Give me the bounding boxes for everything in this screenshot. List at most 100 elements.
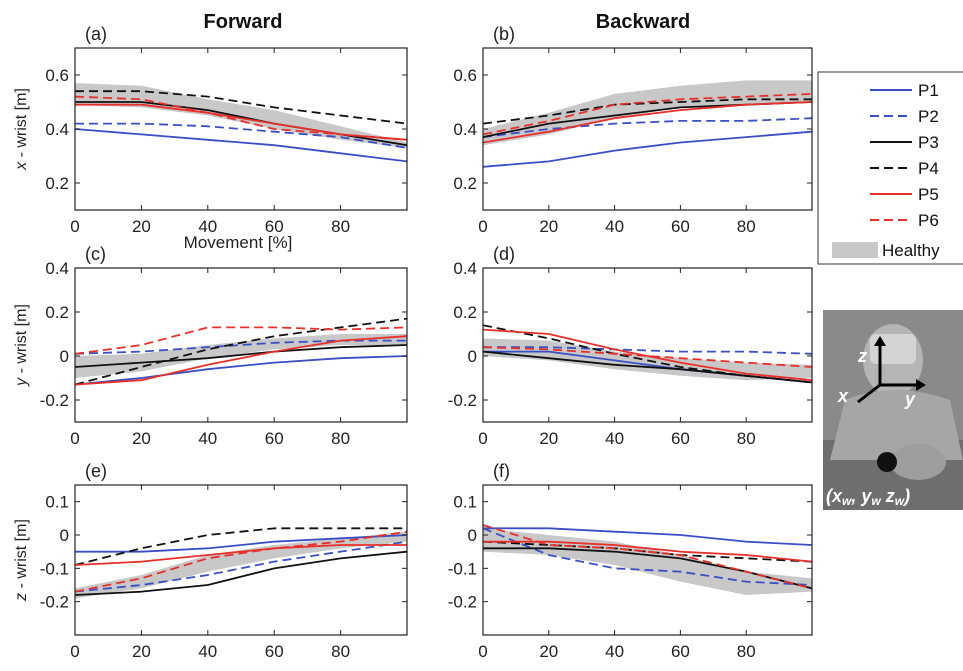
x-tick-label-c: 80 [331, 429, 350, 448]
axes-frame-a [74, 47, 408, 211]
axes-frame-d [482, 267, 813, 423]
panel-d: -0.200.20.40 20 40 60 80(d) [448, 244, 813, 448]
y-tick-label-e: -0.1 [40, 559, 69, 578]
legend: P1 P2 P3 P4 P5 P6 Healthy [817, 71, 963, 265]
series-line-p5-d [483, 328, 812, 382]
series-line-p5-c [75, 335, 407, 386]
series-line-p2-f [483, 527, 812, 586]
y-tick-label-c: 0 [60, 347, 69, 366]
healthy-band-e [75, 531, 407, 599]
x-tick-label-d: 40 [605, 429, 624, 448]
series-line-p3-c [75, 344, 407, 368]
series-line-p1-a [75, 128, 407, 163]
y-tick-label-e: 0 [60, 526, 69, 545]
y-tick-label-f: 0 [468, 526, 477, 545]
series-line-p4-d [483, 324, 812, 384]
x-tick-label-a: 0 [70, 217, 79, 236]
x-tick-label-f: 80 [737, 642, 756, 661]
series-line-p4-f [483, 540, 812, 563]
series-line-p5-e [75, 544, 407, 566]
healthy-band-a [75, 83, 407, 148]
x-tick-label-e: 60 [265, 642, 284, 661]
x-tick-label-e: 20 [132, 642, 151, 661]
x-tick-label-c: 60 [265, 429, 284, 448]
series-line-p1-c [75, 355, 407, 386]
photo-x-axis-arrow [857, 383, 881, 404]
y-tick-label-b: 0.2 [453, 174, 477, 193]
subject-photo: z x y (xw, yw zw) [823, 310, 963, 510]
panel-label-b: (b) [493, 24, 515, 44]
y-tick-label-b: 0.4 [453, 120, 477, 139]
series-line-p6-e [75, 530, 407, 593]
photo-face-mask [870, 334, 916, 364]
series-line-p6-d [483, 346, 812, 368]
y-tick-label-c: -0.2 [40, 391, 69, 410]
panel-b: 0.2 0.4 0.6 0 20 40 60 80 (b) [453, 24, 813, 236]
series-line-p5-b [483, 101, 812, 144]
x-tick-label-d: 0 [478, 429, 487, 448]
x-tick-label-f: 40 [605, 642, 624, 661]
y-tick-label-b: 0.6 [453, 66, 477, 85]
series-line-p2-b [483, 117, 812, 138]
x-tick-label-a: 40 [198, 217, 217, 236]
backward-column-title: Backward [596, 11, 691, 33]
photo-torso [830, 390, 963, 460]
series-line-p1-f [483, 527, 812, 546]
y-tick-label-d: 0.4 [453, 259, 477, 278]
legend-label-p5: P5 [918, 185, 939, 204]
y-tick-label-d: -0.2 [448, 391, 477, 410]
panel-c: -0.200.20.40 20 40 60 80(c)y - wrist [m] [13, 244, 408, 448]
x-axis-label: Movement [%] [184, 233, 293, 252]
series-line-p3-f [483, 547, 812, 590]
axes-frame-f [482, 484, 813, 636]
x-tick-label-e: 0 [70, 642, 79, 661]
y-axis-label-c: y - wrist [m] [13, 304, 30, 387]
x-tick-label-d: 80 [737, 429, 756, 448]
x-tick-label-d: 20 [539, 429, 558, 448]
series-line-p3-d [483, 350, 812, 384]
x-tick-label-b: 40 [605, 217, 624, 236]
series-line-p4-c [75, 317, 407, 386]
series-line-p4-e [75, 527, 407, 566]
panel-label-f: (f) [493, 461, 510, 481]
x-tick-label-f: 20 [539, 642, 558, 661]
photo-caption: (xw, yw zw) [826, 486, 910, 508]
series-line-p6-c [75, 326, 407, 355]
x-tick-label-d: 60 [671, 429, 690, 448]
series-line-p3-e [75, 550, 407, 596]
x-tick-label-a: 20 [132, 217, 151, 236]
y-tick-label-e: 0.1 [45, 493, 69, 512]
photo-x-label: x [837, 386, 849, 406]
legend-healthy-label: Healthy [882, 241, 940, 260]
healthy-band-d [483, 338, 812, 381]
panel-a: 0.2 0.4 0.6 0 20 40 60 80 (a) x - wrist [m] [13, 24, 408, 236]
x-tick-label-e: 80 [331, 642, 350, 661]
panel-e: -0.2 -0.1 0 0.1 0 20 40 60 80 (e) z - wrist [m] [13, 461, 408, 661]
panel-label-d: (d) [493, 244, 515, 264]
axes-frame-c [74, 267, 408, 423]
y-tick-label-a: 0.6 [45, 66, 69, 85]
legend-label-p2: P2 [918, 107, 939, 126]
photo-y-arrowhead [916, 379, 926, 391]
x-tick-label-f: 60 [671, 642, 690, 661]
x-tick-label-a: 60 [265, 217, 284, 236]
series-line-p6-a [75, 95, 407, 141]
y-tick-label-e: -0.2 [40, 593, 69, 612]
forward-column-title: Forward [204, 11, 283, 33]
healthy-band-c [75, 334, 407, 378]
legend-label-p1: P1 [918, 81, 939, 100]
y-tick-label-f: -0.2 [448, 593, 477, 612]
series-line-p2-d [483, 346, 812, 355]
panels-group: 0.2 0.4 0.6 0 20 40 60 80 (a) x - wrist [m] 0.2 0.4… [13, 24, 813, 661]
y-tick-label-f: -0.1 [448, 559, 477, 578]
x-tick-label-a: 80 [331, 217, 350, 236]
x-tick-label-b: 20 [539, 217, 558, 236]
legend-healthy-swatch [832, 242, 878, 258]
y-axis-label-a: x - wrist [m] [13, 88, 30, 171]
photo-z-arrowhead [874, 336, 886, 346]
y-axis-label-e: z - wrist [m] [13, 519, 30, 602]
x-tick-label-c: 40 [198, 429, 217, 448]
x-tick-label-b: 80 [737, 217, 756, 236]
y-tick-label-c: 0.2 [45, 303, 69, 322]
